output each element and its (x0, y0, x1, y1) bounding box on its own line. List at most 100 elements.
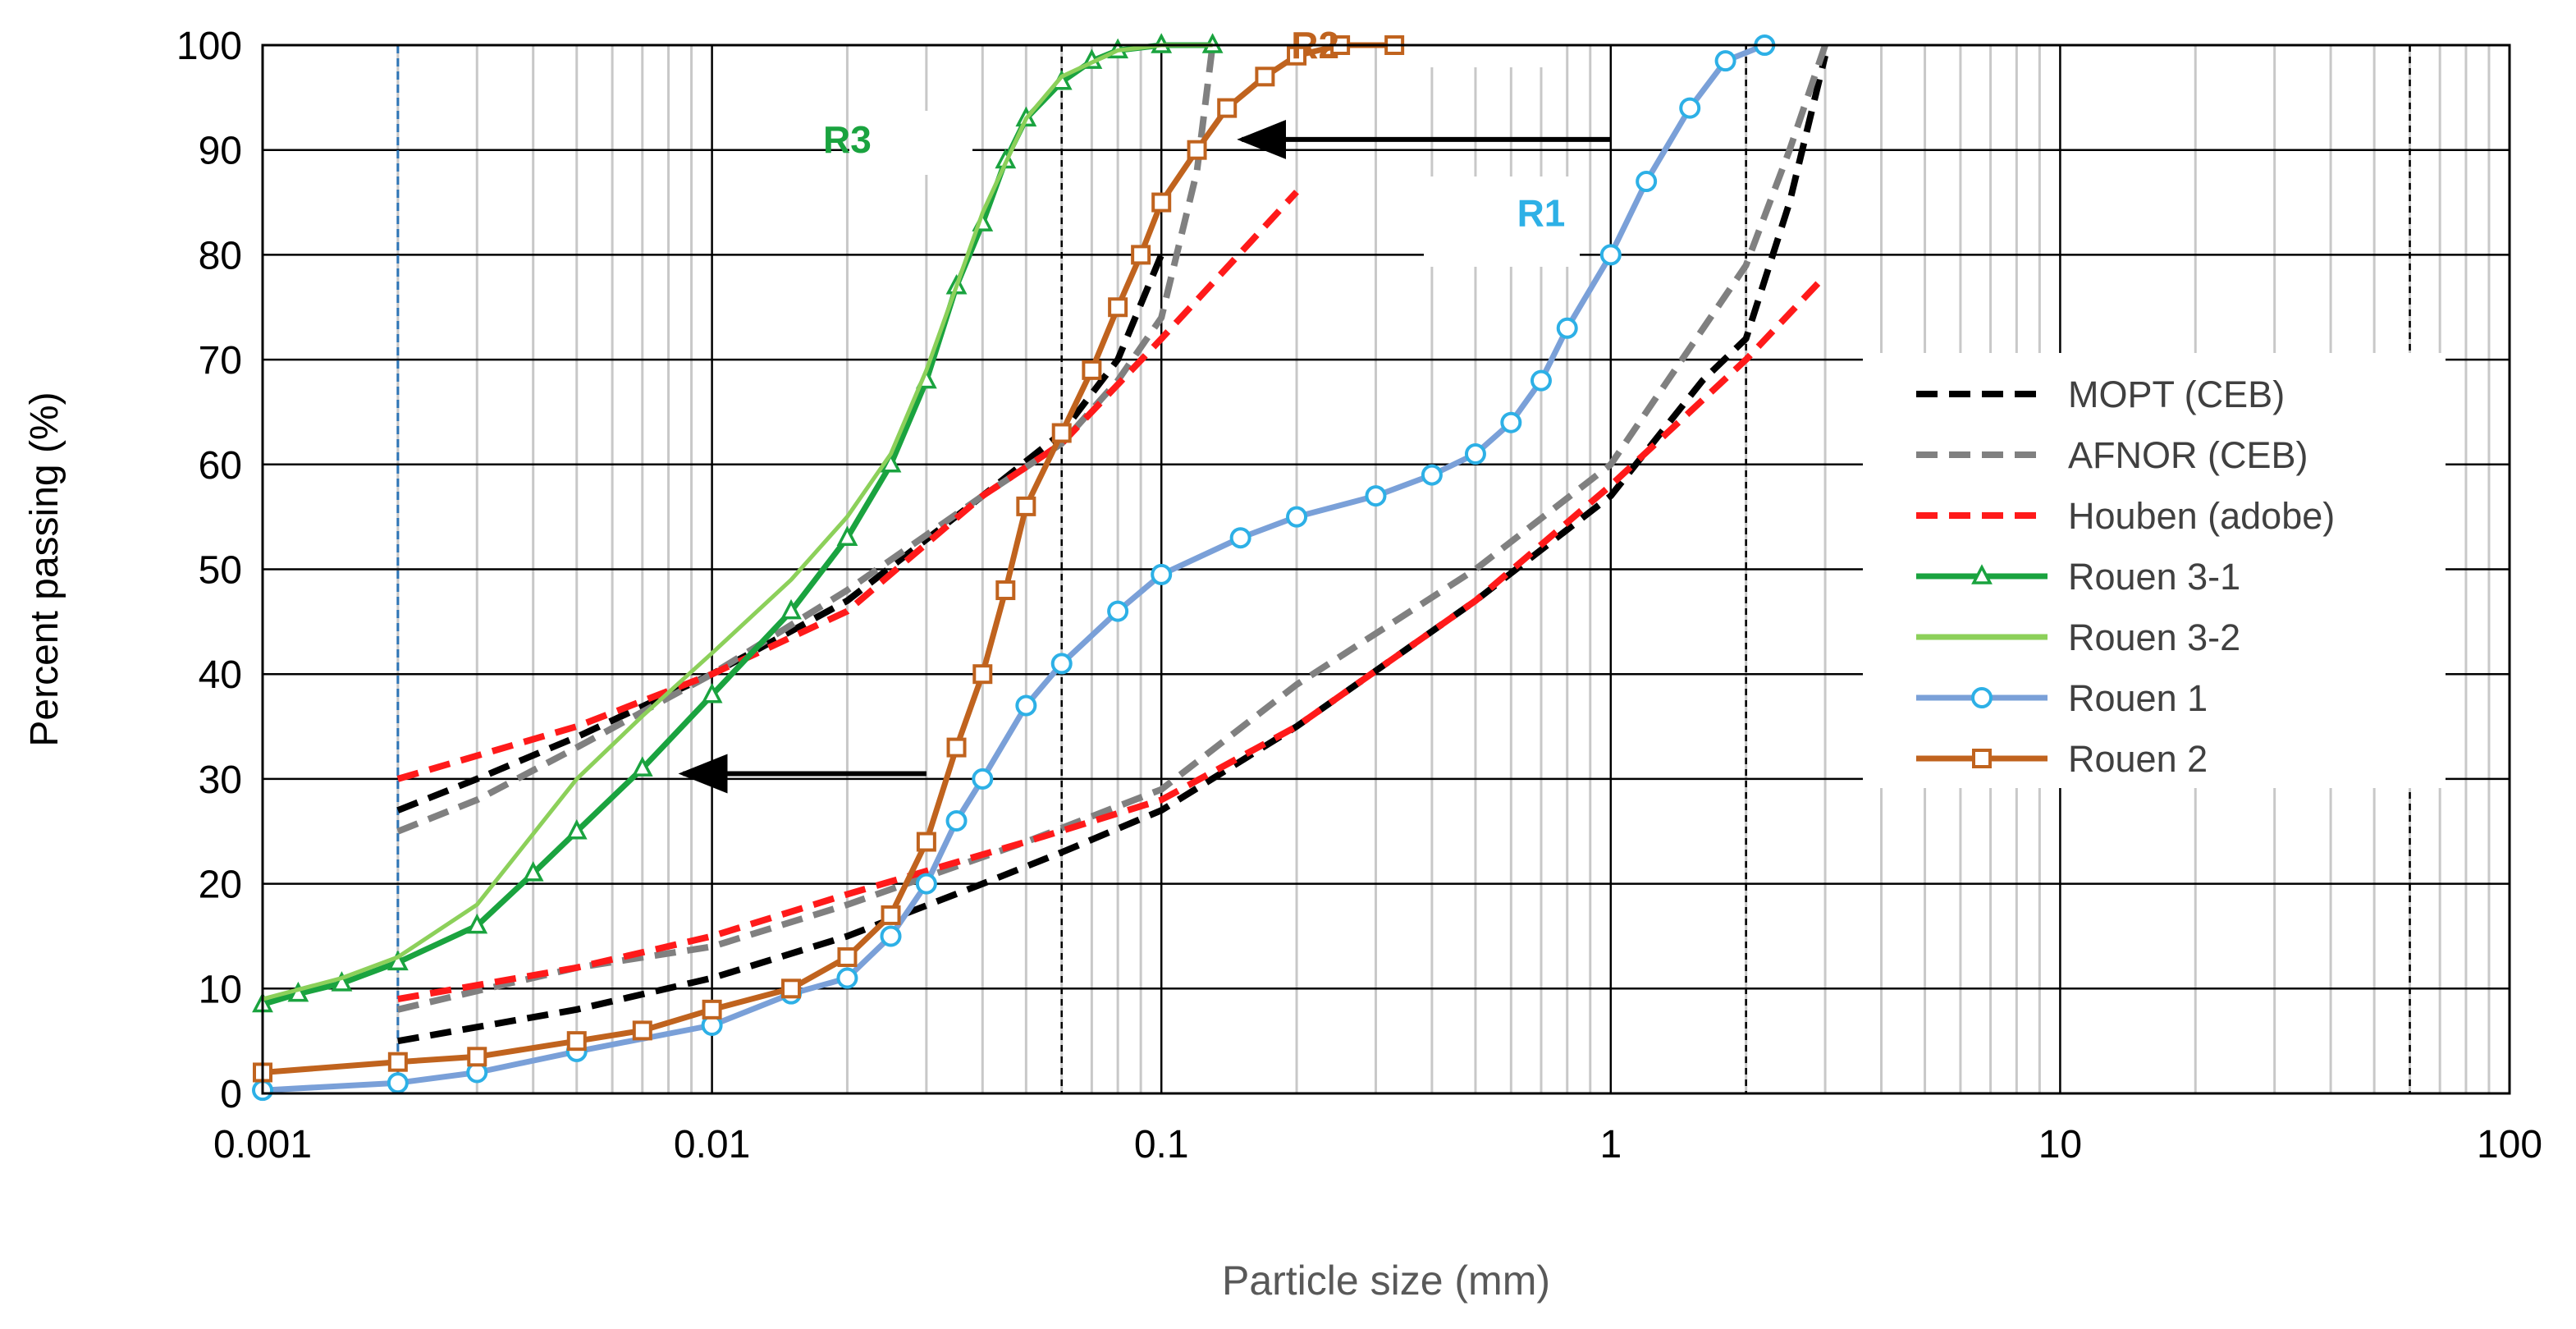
data-point (1187, 140, 1207, 160)
data-point (1365, 485, 1387, 507)
series-line (396, 44, 1216, 835)
legend-label: MOPT (CEB) (2068, 373, 2285, 415)
label-background (1424, 176, 1580, 267)
data-point (1050, 653, 1073, 675)
data-point (946, 737, 967, 758)
data-point (1255, 66, 1275, 87)
legend-marker (1972, 749, 1992, 768)
x-tick-label: 100 (2477, 1123, 2542, 1166)
x-axis-ticks: 0.001 0.01 0.1 1 10 100 (213, 1123, 2542, 1166)
series-afnor-ceb- (396, 44, 1828, 1013)
data-point (467, 1047, 487, 1067)
series-line (396, 253, 1164, 813)
data-point (565, 818, 588, 840)
x-tick-label: 0.1 (1134, 1123, 1189, 1166)
series-line (397, 273, 1828, 1003)
data-point (880, 925, 902, 947)
data-point (916, 832, 936, 852)
label-background (1416, 8, 1543, 67)
reference-lines (396, 45, 2411, 1093)
data-point (780, 598, 802, 620)
y-tick-label: 20 (199, 864, 242, 907)
y-tick-label: 60 (199, 444, 242, 488)
y-tick-label: 100 (176, 25, 242, 68)
data-point (387, 950, 409, 971)
legend-item: Rouen 2 (1916, 738, 2208, 780)
x-tick-label: 10 (2038, 1123, 2082, 1166)
data-point (1500, 411, 1522, 433)
arrows (678, 119, 1611, 794)
data-point (701, 682, 723, 703)
data-point (566, 1031, 587, 1052)
y-axis-ticks: 0 10 20 30 40 50 60 70 80 90 100 (176, 25, 242, 1116)
series-rouen-3-1 (252, 33, 1224, 1013)
data-point (631, 756, 653, 777)
data-point (781, 978, 802, 999)
y-tick-label: 30 (199, 758, 242, 802)
series-houben-adobe- (396, 190, 1299, 782)
y-tick-label: 0 (220, 1073, 242, 1116)
data-point (1131, 245, 1151, 265)
series-line (396, 190, 1299, 782)
y-axis-label: Percent passing (%) (23, 392, 66, 746)
data-point (836, 525, 858, 546)
label-backgrounds (849, 8, 2446, 788)
data-point (702, 999, 722, 1020)
series-mopt-ceb- (396, 253, 1164, 813)
annotation-r1: R1 (1517, 191, 1566, 234)
legend-item: AFNOR (CEB) (1916, 434, 2308, 476)
data-point (331, 971, 353, 992)
legend-marker (1971, 687, 1993, 708)
data-point (1599, 244, 1622, 266)
x-tick-label: 1 (1599, 1123, 1622, 1166)
data-point (1108, 297, 1128, 318)
series-line (262, 43, 1213, 1001)
legend-label: Rouen 2 (2068, 738, 2208, 780)
label-background (1863, 353, 2446, 788)
legend-label: Rouen 1 (2068, 677, 2208, 719)
data-point (1464, 443, 1486, 465)
data-point (1151, 563, 1173, 585)
data-point (1229, 527, 1251, 549)
y-tick-label: 90 (199, 130, 242, 173)
data-point (1421, 464, 1443, 486)
series-rouen-3-2 (262, 43, 1213, 1001)
data-point (881, 905, 901, 925)
data-point (915, 873, 937, 895)
data-point (1287, 45, 1307, 66)
y-tick-label: 70 (199, 339, 242, 383)
data-point (995, 580, 1016, 601)
data-point (1015, 694, 1037, 717)
legend-label: Rouen 3-1 (2068, 556, 2240, 598)
label-background (849, 111, 972, 175)
data-point (1217, 98, 1238, 118)
legend-item: MOPT (CEB) (1916, 373, 2285, 415)
series-line (396, 44, 1828, 1013)
legend-label: Houben (adobe) (2068, 495, 2335, 537)
data-point (632, 1020, 652, 1041)
x-tick-label: 0.01 (674, 1123, 750, 1166)
data-point (1151, 192, 1172, 213)
legend-label: Rouen 3-2 (2068, 616, 2240, 658)
data-point (1286, 506, 1308, 528)
data-point (1679, 97, 1701, 119)
data-point (522, 861, 544, 882)
data-point (1082, 360, 1102, 380)
data-point (1714, 50, 1736, 72)
series-houben-adobe- (397, 273, 1828, 1003)
data-point (1051, 423, 1072, 443)
y-tick-label: 40 (199, 653, 242, 697)
data-point (836, 967, 858, 989)
data-point (972, 768, 994, 790)
annotation-r3: R3 (823, 118, 872, 161)
data-point (387, 1052, 408, 1072)
data-point (1016, 496, 1036, 516)
legend-marker (1971, 564, 1993, 584)
x-tick-label: 0.001 (213, 1123, 312, 1166)
series-line (262, 42, 1766, 1093)
series-line (262, 42, 1213, 1007)
data-point (837, 946, 858, 967)
y-tick-label: 10 (199, 968, 242, 1011)
plot-area-border (261, 44, 2511, 1095)
